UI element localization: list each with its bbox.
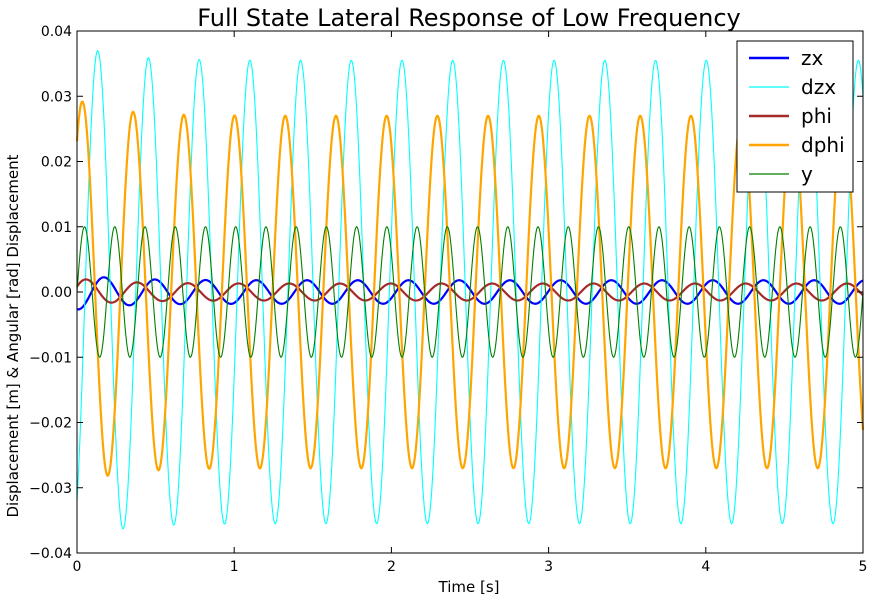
- plot-area: [76, 30, 864, 554]
- y-tick-label: −0.01: [29, 350, 72, 366]
- y-tick-label: −0.03: [29, 481, 72, 497]
- x-axis-label: Time [s]: [438, 578, 500, 596]
- legend-label-phi: phi: [801, 104, 832, 128]
- y-tick-label: −0.02: [29, 416, 72, 432]
- x-tick-label: 1: [230, 559, 239, 575]
- x-tick-label: 5: [859, 559, 868, 575]
- y-tick-label: 0.03: [41, 89, 72, 105]
- y-tick-label: 0.00: [41, 285, 72, 301]
- y-tick-label: −0.04: [29, 546, 72, 562]
- x-tick-label: 2: [387, 559, 396, 575]
- legend-label-dzx: dzx: [801, 75, 836, 99]
- ticks: 0 1 2 3 4 5 0.04 0.03 0.02 0.01 0.00 −0.01 −0.02 −0.0…: [29, 24, 867, 575]
- x-tick-label: 0: [73, 559, 82, 575]
- x-tick-label: 3: [544, 559, 553, 575]
- legend-label-zx: zx: [801, 46, 823, 70]
- y-tick-label: 0.04: [41, 24, 72, 40]
- x-tick-label: 4: [701, 559, 710, 575]
- y-axis-label: Displacement [m] & Angular [rad] Displac…: [4, 154, 22, 517]
- legend: zx dzx phi dphi y: [736, 40, 854, 193]
- series-line-y: [76, 226, 864, 358]
- series-line-phi: [76, 278, 864, 304]
- plot-series: [75, 49, 865, 530]
- y-tick-label: 0.01: [41, 220, 72, 236]
- chart-title: Full State Lateral Response of Low Frequ…: [197, 4, 740, 32]
- y-tick-label: 0.02: [41, 155, 72, 171]
- series-line-dphi: [75, 100, 865, 477]
- legend-label-y: y: [801, 162, 813, 186]
- legend-label-dphi: dphi: [801, 133, 845, 157]
